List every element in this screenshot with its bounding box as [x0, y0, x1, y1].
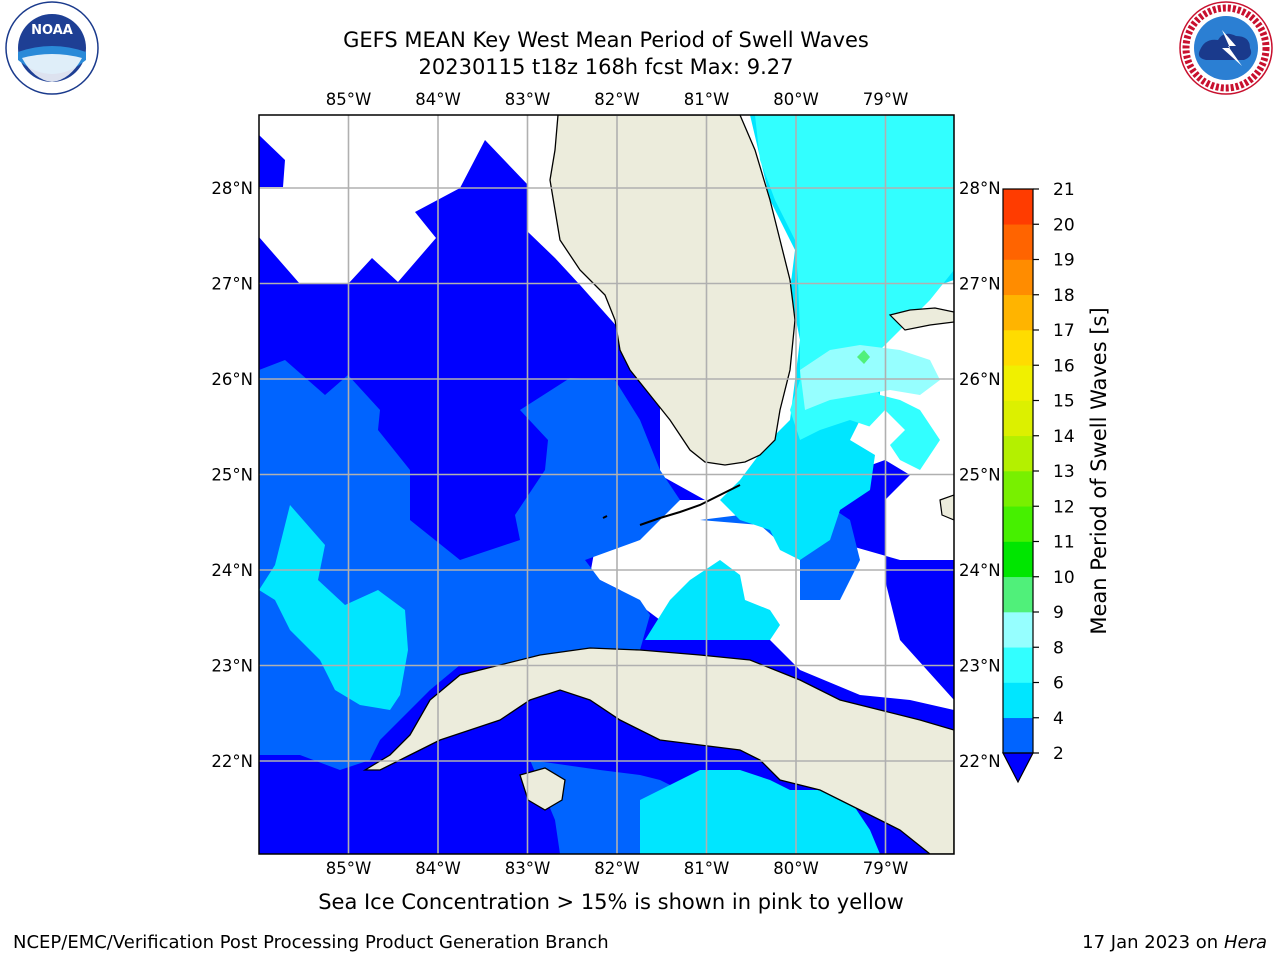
colorbar-tick-label: 20	[1053, 215, 1075, 235]
lon-label-bottom-83: 83°W	[505, 859, 551, 878]
lat-label-right-25: 25°N	[959, 466, 1001, 485]
lat-label-right-22: 22°N	[959, 752, 1001, 771]
lat-label-right-28: 28°N	[959, 179, 1001, 198]
colorbar-segment	[1003, 506, 1033, 542]
swell-region-dark-blue-east	[830, 460, 954, 700]
graticule	[259, 115, 954, 854]
lat-label-right-27: 27°N	[959, 275, 1001, 294]
colorbar: 2 4 6 8 9 10 11 12 13 14 15 16 17 18 19 20 21 Mean Perio…	[1002, 180, 1111, 784]
colorbar-tick-label: 2	[1053, 744, 1064, 764]
colorbar-tick-label: 9	[1053, 603, 1064, 623]
swell-region-cyan-south	[640, 770, 880, 854]
colorbar-tick-label: 19	[1053, 251, 1075, 271]
colorbar-segment	[1003, 471, 1033, 507]
lat-label-right-23: 23°N	[959, 657, 1001, 676]
colorbar-tick-label: 16	[1053, 356, 1075, 376]
colorbar-segment	[1003, 365, 1033, 401]
noaa-logo: NOAA	[5, 1, 99, 95]
land-florida	[549, 115, 796, 466]
colorbar-tick-label: 15	[1053, 392, 1075, 412]
colorbar-segment	[1003, 541, 1033, 578]
lon-label-bottom-80: 80°W	[773, 859, 819, 878]
colorbar-segment	[1003, 259, 1033, 296]
footer-producer: NCEP/EMC/Verification Post Processing Pr…	[13, 932, 609, 953]
footer-date-text: 17 Jan 2023 on	[1082, 932, 1224, 953]
lon-label-bottom-79: 79°W	[863, 859, 909, 878]
colorbar-segments	[1003, 189, 1033, 754]
colorbar-segment	[1003, 189, 1033, 225]
footer-host: Hera	[1223, 932, 1267, 953]
colorbar-tick-label: 13	[1053, 462, 1075, 482]
lat-label-right-26: 26°N	[959, 370, 1001, 389]
map-frame	[258, 114, 955, 855]
colorbar-under-arrow	[1002, 752, 1034, 784]
swell-region-green-spot	[857, 350, 870, 364]
colorbar-segment	[1003, 612, 1033, 648]
dry-tortugas	[602, 515, 608, 519]
footer-date: 17 Jan 2023 on Hera	[1082, 932, 1267, 953]
lat-label-left-27: 27°N	[211, 275, 253, 294]
lon-label-top-85: 85°W	[326, 90, 372, 109]
chart-title-line1: GEFS MEAN Key West Mean Period of Swell …	[343, 28, 869, 52]
lon-label-top-81: 81°W	[684, 90, 730, 109]
lon-label-bottom-84: 84°W	[415, 859, 461, 878]
florida-keys	[639, 484, 741, 526]
land-cuba	[362, 647, 954, 854]
colorbar-segment	[1003, 647, 1033, 683]
lon-label-top-82: 82°W	[594, 90, 640, 109]
colorbar-title: Mean Period of Swell Waves [s]	[1087, 307, 1111, 634]
lat-label-left-28: 28°N	[211, 179, 253, 198]
lon-label-top-79: 79°W	[863, 90, 909, 109]
colorbar-tick-label: 17	[1053, 321, 1075, 341]
colorbar-tick-label: 21	[1053, 180, 1075, 200]
colorbar-ticks: 2 4 6 8 9 10 11 12 13 14 15 16 17 18 19 20 21	[1033, 180, 1075, 764]
swell-region-pale-cyan	[800, 345, 940, 410]
colorbar-tick-label: 8	[1053, 638, 1064, 658]
lon-label-top-80: 80°W	[773, 90, 819, 109]
colorbar-tick-label: 18	[1053, 286, 1075, 306]
nws-logo	[1179, 1, 1273, 95]
lon-label-bottom-81: 81°W	[684, 859, 730, 878]
colorbar-segment	[1003, 400, 1033, 437]
land-andros	[939, 494, 954, 521]
chart-title-line2: 20230115 t18z 168h fcst Max: 9.27	[418, 55, 794, 79]
lat-label-left-26: 26°N	[211, 370, 253, 389]
lon-label-bottom-85: 85°W	[326, 859, 372, 878]
colorbar-tick-label: 14	[1053, 427, 1075, 447]
colorbar-segment	[1003, 435, 1033, 472]
lat-label-right-24: 24°N	[959, 561, 1001, 580]
colorbar-tick-label: 6	[1053, 674, 1064, 694]
swell-region-cyan-west	[259, 505, 408, 710]
lat-label-left-22: 22°N	[211, 752, 253, 771]
lat-label-left-23: 23°N	[211, 657, 253, 676]
sea-ice-caption: Sea Ice Concentration > 15% is shown in …	[318, 890, 904, 914]
colorbar-segment	[1003, 294, 1033, 331]
swell-region-cyan-central	[645, 560, 780, 640]
colorbar-segment	[1003, 682, 1033, 719]
land-bahamas	[888, 307, 954, 331]
lat-label-left-24: 24°N	[211, 561, 253, 580]
lon-label-top-83: 83°W	[505, 90, 551, 109]
colorbar-tick-label: 10	[1053, 568, 1075, 588]
lon-label-top-84: 84°W	[415, 90, 461, 109]
colorbar-tick-label: 11	[1053, 533, 1075, 553]
colorbar-segment	[1003, 576, 1033, 613]
colorbar-tick-label: 4	[1053, 709, 1064, 729]
map-area	[259, 115, 954, 854]
lon-label-bottom-82: 82°W	[594, 859, 640, 878]
noaa-logo-text: NOAA	[31, 23, 73, 38]
colorbar-segment	[1003, 224, 1033, 260]
colorbar-segment	[1003, 717, 1033, 754]
lat-label-left-25: 25°N	[211, 466, 253, 485]
colorbar-segment	[1003, 330, 1033, 366]
colorbar-tick-label: 12	[1053, 497, 1075, 517]
